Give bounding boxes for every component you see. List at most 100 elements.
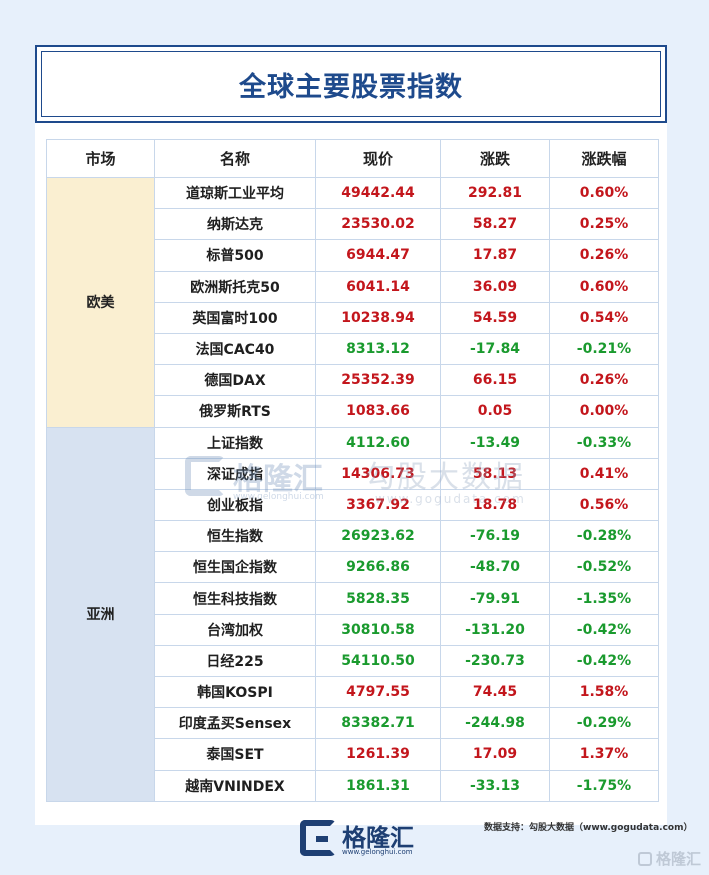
- change-pct-cell: 0.60%: [549, 270, 659, 303]
- index-table: 市场 名称 现价 涨跌 涨跌幅 欧美 道琼斯工业平均 49442.44 292.81 0…: [46, 139, 659, 802]
- change-cell: 66.15: [440, 364, 550, 397]
- change-cell: -79.91: [440, 582, 550, 615]
- table-row: 纳斯达克 23530.02 58.27 0.25%: [47, 208, 659, 241]
- change-cell: -48.70: [440, 551, 550, 584]
- price-cell: 10238.94: [315, 301, 441, 334]
- title-frame: 全球主要股票指数: [35, 45, 667, 123]
- page-title: 全球主要股票指数: [239, 71, 463, 103]
- table-row: 创业板指 3367.92 18.78 0.56%: [47, 488, 659, 522]
- change-cell: 17.09: [440, 738, 550, 771]
- table-body: 欧美 道琼斯工业平均 49442.44 292.81 0.60% 纳斯达克 23530.02…: [46, 176, 659, 802]
- price-cell: 1261.39: [315, 738, 441, 771]
- name-cell: 法国CAC40: [154, 332, 316, 366]
- table-row: 法国CAC40 8313.12 -17.84 -0.21%: [47, 332, 659, 366]
- change-pct-cell: 0.54%: [549, 301, 659, 334]
- table-row: 亚洲 上证指数 4112.60 -13.49 -0.33%: [46, 426, 659, 802]
- change-pct-cell: -0.28%: [549, 520, 659, 553]
- table-row: 泰国SET 1261.39 17.09 1.37%: [47, 738, 659, 771]
- name-cell: 恒生国企指数: [154, 551, 316, 584]
- corner-watermark: 格隆汇: [637, 848, 701, 869]
- footer-logo-name: 格隆汇: [342, 824, 414, 852]
- name-cell: 纳斯达克: [154, 208, 316, 241]
- price-cell: 23530.02: [315, 208, 441, 241]
- change-pct-cell: 0.26%: [549, 239, 659, 272]
- table-row: 欧洲斯托克50 6041.14 36.09 0.60%: [47, 270, 659, 303]
- gelonghui-logo-icon: [300, 820, 336, 856]
- table-row: 德国DAX 25352.39 66.15 0.26%: [47, 364, 659, 397]
- name-cell: 恒生科技指数: [154, 582, 316, 615]
- price-cell: 4112.60: [315, 426, 441, 459]
- table-row: 日经225 54110.50 -230.73 -0.42%: [47, 644, 659, 678]
- name-cell: 台湾加权: [154, 613, 316, 646]
- price-cell: 54110.50: [315, 644, 441, 678]
- footer-logo: 格隆汇 www.gelonghui.com: [300, 818, 420, 858]
- change-pct-cell: -0.21%: [549, 332, 659, 366]
- name-cell: 上证指数: [154, 426, 316, 459]
- change-pct-cell: -0.33%: [549, 426, 659, 459]
- name-cell: 印度孟买Sensex: [154, 707, 316, 740]
- table-row: 越南VNINDEX 1861.31 -33.13 -1.75%: [47, 769, 659, 802]
- change-pct-cell: 1.37%: [549, 738, 659, 771]
- price-cell: 6944.47: [315, 239, 441, 272]
- name-cell: 泰国SET: [154, 738, 316, 771]
- price-cell: 9266.86: [315, 551, 441, 584]
- change-cell: 292.81: [440, 176, 550, 210]
- price-cell: 3367.92: [315, 488, 441, 522]
- change-pct-cell: 0.56%: [549, 488, 659, 522]
- change-pct-cell: -0.42%: [549, 644, 659, 678]
- change-pct-cell: -1.75%: [549, 769, 659, 802]
- name-cell: 创业板指: [154, 488, 316, 522]
- name-cell: 俄罗斯RTS: [154, 395, 316, 428]
- header-change: 涨跌: [440, 139, 550, 178]
- footer-logo-url: www.gelonghui.com: [342, 848, 413, 856]
- change-cell: 58.27: [440, 208, 550, 241]
- table-row: 标普500 6944.47 17.87 0.26%: [47, 239, 659, 272]
- change-pct-cell: 0.26%: [549, 364, 659, 397]
- price-cell: 83382.71: [315, 707, 441, 740]
- name-cell: 恒生指数: [154, 520, 316, 553]
- header-change-pct: 涨跌幅: [549, 139, 659, 178]
- change-cell: -13.49: [440, 426, 550, 459]
- price-cell: 6041.14: [315, 270, 441, 303]
- corner-watermark-text: 格隆汇: [655, 850, 701, 868]
- change-cell: 0.05: [440, 395, 550, 428]
- change-cell: 36.09: [440, 270, 550, 303]
- price-cell: 1861.31: [315, 769, 441, 802]
- name-cell: 韩国KOSPI: [154, 675, 316, 709]
- change-cell: -131.20: [440, 613, 550, 646]
- name-cell: 深证成指: [154, 457, 316, 490]
- price-cell: 30810.58: [315, 613, 441, 646]
- change-cell: -17.84: [440, 332, 550, 366]
- change-pct-cell: 1.58%: [549, 675, 659, 709]
- name-cell: 越南VNINDEX: [154, 769, 316, 802]
- change-cell: 18.78: [440, 488, 550, 522]
- name-cell: 日经225: [154, 644, 316, 678]
- table-row: 英国富时100 10238.94 54.59 0.54%: [47, 301, 659, 334]
- price-cell: 8313.12: [315, 332, 441, 366]
- name-cell: 欧洲斯托克50: [154, 270, 316, 303]
- change-cell: -76.19: [440, 520, 550, 553]
- gelonghui-corner-icon: [637, 852, 652, 866]
- change-cell: -230.73: [440, 644, 550, 678]
- change-pct-cell: -0.52%: [549, 551, 659, 584]
- region-cell-eu: 欧美: [46, 177, 155, 428]
- price-cell: 26923.62: [315, 520, 441, 553]
- change-pct-cell: 0.60%: [549, 176, 659, 210]
- table-header-row: 市场 名称 现价 涨跌 涨跌幅: [46, 139, 659, 178]
- change-pct-cell: -0.29%: [549, 707, 659, 740]
- table-row: 台湾加权 30810.58 -131.20 -0.42%: [47, 613, 659, 646]
- price-cell: 14306.73: [315, 457, 441, 490]
- change-cell: 58.13: [440, 457, 550, 490]
- name-cell: 德国DAX: [154, 364, 316, 397]
- price-cell: 4797.55: [315, 675, 441, 709]
- change-cell: 54.59: [440, 301, 550, 334]
- price-cell: 49442.44: [315, 176, 441, 210]
- header-market: 市场: [46, 139, 155, 178]
- table-row: 恒生指数 26923.62 -76.19 -0.28%: [47, 520, 659, 553]
- change-cell: 74.45: [440, 675, 550, 709]
- name-cell: 标普500: [154, 239, 316, 272]
- data-source: 数据支持：勾股大数据（www.gogudata.com）: [484, 823, 693, 833]
- header-price: 现价: [315, 139, 441, 178]
- change-cell: -244.98: [440, 707, 550, 740]
- header-name: 名称: [154, 139, 316, 178]
